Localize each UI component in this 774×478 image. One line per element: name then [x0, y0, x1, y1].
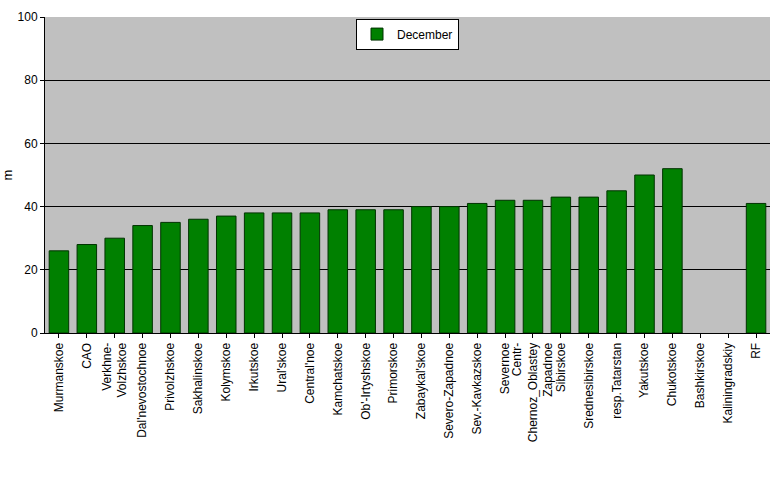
svg-text:Sakhalinskoe: Sakhalinskoe: [191, 342, 205, 414]
svg-text:Murmanskoe: Murmanskoe: [52, 342, 66, 412]
svg-text:Yakutskoe: Yakutskoe: [637, 342, 651, 397]
svg-text:Severnoe: Severnoe: [498, 342, 512, 394]
svg-text:Srednesibirskoe: Srednesibirskoe: [582, 342, 596, 428]
svg-text:Kaliningradskiy: Kaliningradskiy: [721, 343, 735, 424]
svg-text:Bashkirskoe: Bashkirskoe: [693, 342, 707, 408]
svg-text:resp.Tatarstan: resp.Tatarstan: [610, 343, 624, 419]
svg-text:CAO: CAO: [80, 343, 94, 369]
svg-text:Irkutskoe: Irkutskoe: [247, 342, 261, 391]
svg-text:RF: RF: [749, 343, 763, 359]
svg-text:Privolzhskoe: Privolzhskoe: [163, 342, 177, 410]
svg-text:Verkhne-Volzhskoe: Verkhne-Volzhskoe: [100, 342, 130, 397]
svg-text:20: 20: [24, 263, 38, 277]
svg-text:Severo-Zapadnoe: Severo-Zapadnoe: [442, 342, 456, 438]
svg-text:Ural'skoe: Ural'skoe: [275, 342, 289, 392]
svg-text:Dal'nevostochnoe: Dal'nevostochnoe: [136, 342, 150, 437]
svg-text:60: 60: [24, 137, 38, 151]
svg-text:Primorskoe: Primorskoe: [386, 342, 400, 403]
svg-text:Zabaykal'skoe: Zabaykal'skoe: [414, 342, 428, 419]
svg-text:Kolymskoe: Kolymskoe: [219, 342, 233, 401]
svg-text:Ob'-Irtyshskoe: Ob'-Irtyshskoe: [359, 342, 373, 419]
svg-text:December: December: [397, 28, 452, 42]
svg-text:Kamchatskoe: Kamchatskoe: [331, 342, 345, 415]
svg-text:Central'noe: Central'noe: [303, 342, 317, 403]
svg-text:Sev.-Kavkazskoe: Sev.-Kavkazskoe: [470, 342, 484, 434]
svg-text:100: 100: [18, 10, 38, 24]
svg-text:40: 40: [24, 200, 38, 214]
svg-text:Chukotskoe: Chukotskoe: [665, 342, 679, 406]
svg-text:Centr-Chernoz_OblasteyZapadnoe: Centr-Chernoz_OblasteyZapadnoe: [510, 342, 555, 442]
svg-text:Sibirskoe: Sibirskoe: [554, 342, 568, 392]
svg-text:80: 80: [24, 73, 38, 87]
svg-text:m: m: [0, 170, 15, 181]
svg-text:0: 0: [31, 326, 38, 340]
